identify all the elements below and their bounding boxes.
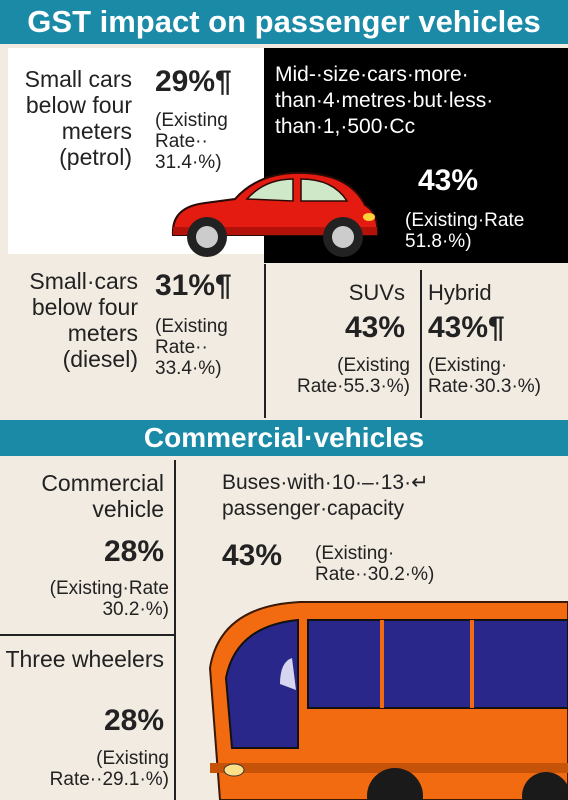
commercial-existing: (Existing·Rate 30.2·%) [49,578,169,620]
three-wheelers-label: Three wheelers [5,646,164,672]
three-wheelers-rate: 28% [103,704,164,737]
petrol-label: Small cars below four meters (petrol) [24,66,132,170]
commercial-label: Commercial vehicle [41,470,164,522]
diesel-existing: (Existing Rate·· 33.4·%) [155,316,228,379]
page-title: GST impact on passenger vehicles [0,0,568,44]
buses-existing: (Existing· Rate··30.2·%) [315,543,435,585]
suvs-rate: 43% [344,311,405,344]
hybrid-rate: 43%¶ [428,311,505,344]
buses-rate: 43% [222,539,283,572]
diesel-rate: 31%¶ [155,269,232,302]
commercial-rate: 28% [103,535,164,568]
midsize-rate: 43% [418,164,479,197]
diesel-label: Small·cars below four meters (diesel) [29,268,138,372]
petrol-existing: (Existing Rate·· 31.4·%) [155,110,228,173]
commercial-header: Commercial·vehicles [0,420,568,456]
three-wheelers-existing: (Existing Rate··29.1·%) [49,748,169,790]
divider [0,634,174,636]
divider [174,460,176,800]
suvs-existing: (Existing Rate·55.3·%) [297,355,410,397]
bus-illustration [208,601,568,800]
buses-label: Buses·with·10·–·13·↵ passenger·capacity [222,471,429,520]
midsize-existing: (Existing·Rate 51.8·%) [405,210,525,252]
hybrid-label: Hybrid [428,280,492,305]
petrol-rate: 29%¶ [155,65,232,98]
midsize-label: Mid-·size·cars·more· than·4·metres·but·l… [275,63,494,138]
car-illustration [171,171,379,257]
divider [264,264,266,418]
divider [420,270,422,418]
suvs-label: SUVs [348,280,405,305]
hybrid-existing: (Existing· Rate·30.3·%) [428,355,541,397]
